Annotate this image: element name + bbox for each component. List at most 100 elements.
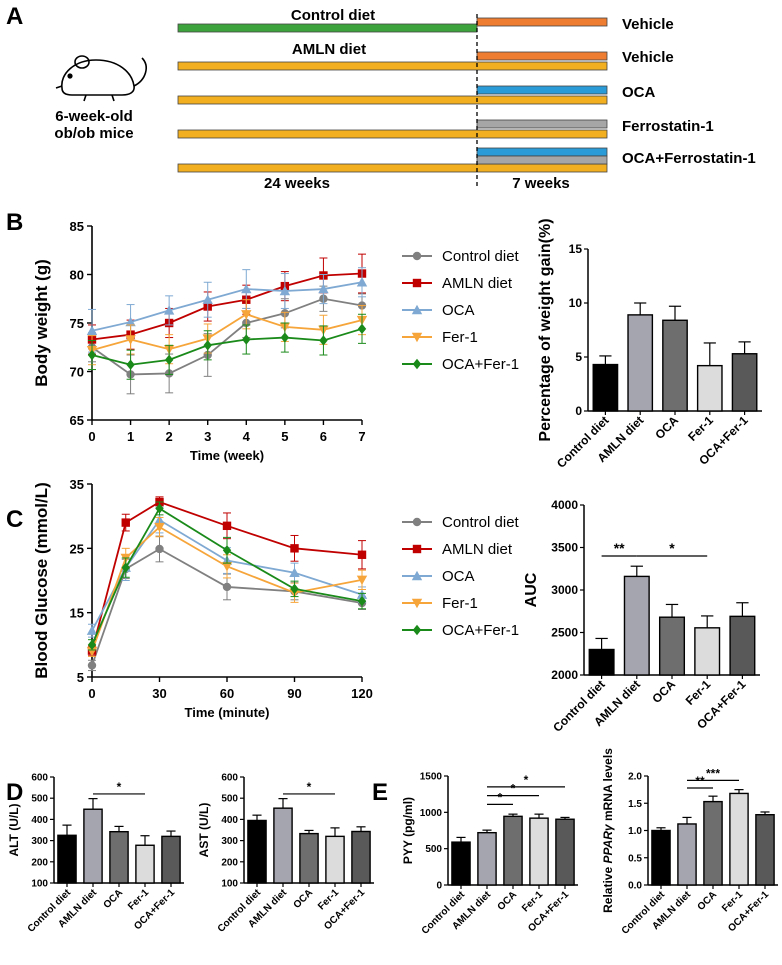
y-tick-label: 10: [569, 296, 583, 310]
period-24-weeks: 24 weeks: [264, 175, 330, 192]
category-label: Fer-1: [685, 413, 716, 444]
amln-diet-bar: [177, 95, 608, 105]
y-tick-label: 1500: [420, 772, 443, 783]
oca-treatment-bar: [476, 85, 608, 95]
y-axis-label: AUC: [523, 572, 540, 607]
legend-label: OCA: [442, 568, 475, 585]
data-point: [155, 544, 164, 554]
y-tick-label: 4000: [551, 498, 578, 512]
series-line: [91, 272, 363, 341]
y-tick-label: 300: [31, 836, 48, 847]
data-point: [222, 521, 232, 531]
bar: [503, 815, 523, 886]
category-label: OCA: [649, 677, 678, 706]
y-tick-label: 500: [425, 844, 442, 855]
y-tick-label: 300: [221, 836, 238, 847]
data-point: [411, 332, 423, 343]
y-tick-label: 100: [31, 879, 48, 890]
series-line: [91, 297, 363, 376]
legend-item: OCA+Fer-1: [402, 622, 519, 639]
data-point: [319, 335, 328, 346]
legend-label: Control diet: [442, 514, 520, 531]
vehicle-treatment-bar: [476, 17, 608, 27]
y-tick-label: 100: [221, 879, 238, 890]
ferrostatin-treatment-bar: [476, 155, 608, 165]
x-tick-label: 1: [127, 429, 134, 444]
y-tick-label: 80: [70, 268, 84, 283]
ferrostatin-treatment-bar: [476, 119, 608, 129]
bar: [694, 627, 721, 676]
significance-label: ***: [706, 766, 720, 780]
bar: [729, 792, 749, 886]
data-point: [242, 334, 251, 345]
series-oca-fer-1: [87, 313, 367, 380]
treatment-label: Vehicle: [622, 16, 674, 33]
data-point: [203, 340, 212, 351]
bar: [555, 818, 575, 886]
data-point: [154, 522, 165, 533]
y-axis-label-part: mRNA levels: [601, 748, 615, 825]
data-point: [164, 354, 174, 366]
data-point: [125, 316, 136, 327]
legend-item: OCA+Fer-1: [402, 356, 519, 373]
legend-item: AMLN diet: [402, 275, 513, 292]
bar: [703, 800, 723, 886]
data-point: [412, 544, 422, 554]
data-point: [241, 310, 252, 320]
legend-label: AMLN diet: [442, 541, 513, 558]
y-tick-label: 25: [70, 541, 84, 556]
y-tick-label: 1.5: [628, 799, 642, 810]
bar: [677, 823, 697, 886]
y-tick-label: 85: [70, 219, 84, 234]
data-point: [356, 575, 368, 586]
y-tick-label: 0.0: [628, 881, 642, 892]
data-point: [121, 562, 130, 573]
data-point: [87, 349, 97, 361]
y-tick-label: 2500: [551, 626, 578, 640]
x-tick-label: 7: [358, 429, 365, 444]
y-tick-label: 70: [70, 365, 84, 380]
data-point: [222, 582, 232, 592]
bar: [83, 808, 103, 884]
y-tick-label: 600: [31, 773, 48, 784]
y-tick-label: 3000: [551, 583, 578, 597]
series-line: [91, 327, 363, 366]
data-point: [222, 545, 232, 556]
y-tick-label: 1.0: [628, 826, 642, 837]
legend: Control diet AMLN diet OCA Fer-1 OCA+Fer-1: [402, 248, 520, 373]
x-tick-label: 30: [152, 686, 166, 701]
bar: [729, 615, 756, 676]
panel-label-b: B: [6, 209, 23, 236]
bar: [627, 314, 654, 412]
bar: [477, 831, 497, 886]
legend-item: OCA: [402, 302, 475, 319]
bar: [451, 841, 471, 886]
data-point: [356, 277, 368, 287]
mice-label-line2: ob/ob mice: [54, 125, 133, 142]
y-axis-label: PYY (pg/ml): [401, 797, 415, 864]
bar: [651, 829, 671, 886]
amln-diet-bar: [177, 163, 608, 173]
bar: [109, 830, 129, 884]
treatment-label: OCA+Ferrostatin-1: [622, 150, 756, 167]
bar: [623, 575, 650, 676]
data-point: [280, 332, 290, 343]
series-line: [91, 547, 363, 666]
series-line: [91, 507, 363, 646]
y-axis-label: Relative PPARγ mRNA levels: [601, 748, 615, 913]
x-axis-label: Time (week): [190, 448, 264, 463]
bar: [731, 353, 758, 412]
data-point: [412, 517, 422, 527]
category-label: OCA: [496, 889, 520, 913]
bar: [57, 834, 77, 884]
category-label: OCA: [102, 887, 126, 911]
panel-label-d: D: [6, 779, 23, 806]
y-tick-label: 35: [70, 477, 84, 492]
y-axis-label: AST (U/L): [197, 803, 211, 858]
vehicle-treatment-bar: [476, 51, 608, 61]
amln-diet-label: AMLN diet: [292, 41, 366, 58]
x-tick-label: 3: [204, 429, 211, 444]
bar: [161, 835, 181, 884]
